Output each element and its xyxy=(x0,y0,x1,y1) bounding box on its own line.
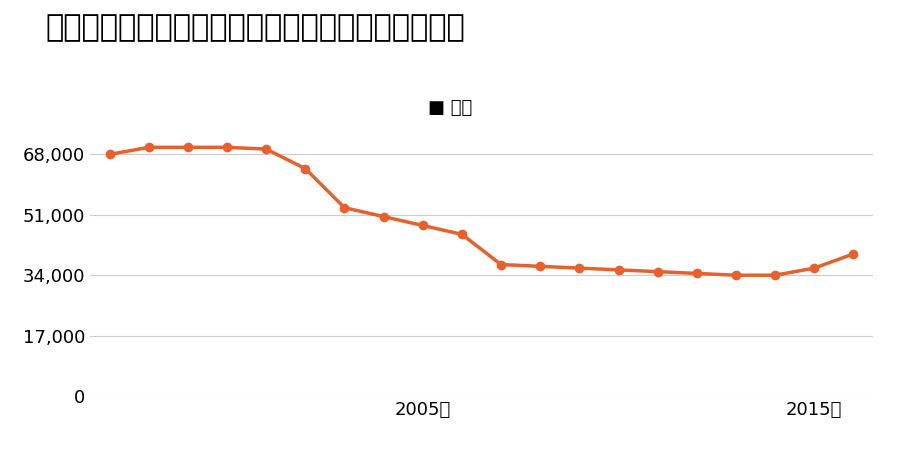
Text: 宮城県仙台市青葉区上愛子字上原４番９の地価推移: 宮城県仙台市青葉区上愛子字上原４番９の地価推移 xyxy=(45,14,464,42)
Text: ■ 価格: ■ 価格 xyxy=(428,99,473,117)
